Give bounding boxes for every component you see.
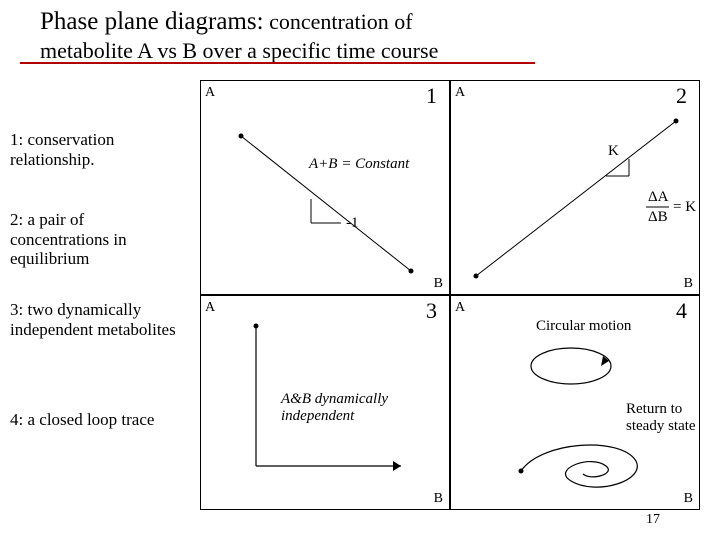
title-rest: concentration of	[264, 9, 413, 34]
p2-dB: ΔB	[648, 209, 668, 226]
legend-4: 4: a closed loop trace	[10, 410, 185, 430]
p4-return-label: Return to steady state	[626, 401, 696, 434]
legend-2: 2: a pair of concentrations in equilibri…	[10, 210, 185, 269]
slide-title: Phase plane diagrams: concentration of m…	[40, 6, 700, 65]
title-underline	[20, 62, 535, 64]
legend-3: 3: two dynamically independent metabolit…	[10, 300, 185, 339]
phase-plane-grid: A B 1 A+B = Constant -1 A B 2	[200, 80, 700, 510]
p2-dA: ΔA	[648, 189, 668, 206]
p4-circ-label: Circular motion	[536, 318, 631, 335]
p1-svg	[201, 81, 451, 296]
p1-slope-label: -1	[346, 215, 359, 232]
title-lead: Phase plane diagrams:	[40, 8, 264, 35]
panel-3: A B 3 A&B dynamically independent	[200, 295, 450, 510]
panel-4: A B 4 Circular motion Return to steady s…	[450, 295, 700, 510]
title-line2: metabolite A vs B over a specific time c…	[40, 38, 438, 63]
p1-const-label: A+B = Constant	[309, 156, 409, 173]
panel-1: A B 1 A+B = Constant -1	[200, 80, 450, 295]
page-number: 17	[646, 512, 660, 528]
panel-2: A B 2 K ΔA ΔB = K	[450, 80, 700, 295]
p2-k-label: K	[608, 143, 619, 160]
legend-1: 1: conservation relationship.	[10, 130, 185, 169]
p3-dyn-label: A&B dynamically independent	[281, 391, 411, 424]
p2-eqK: = K	[673, 199, 696, 216]
